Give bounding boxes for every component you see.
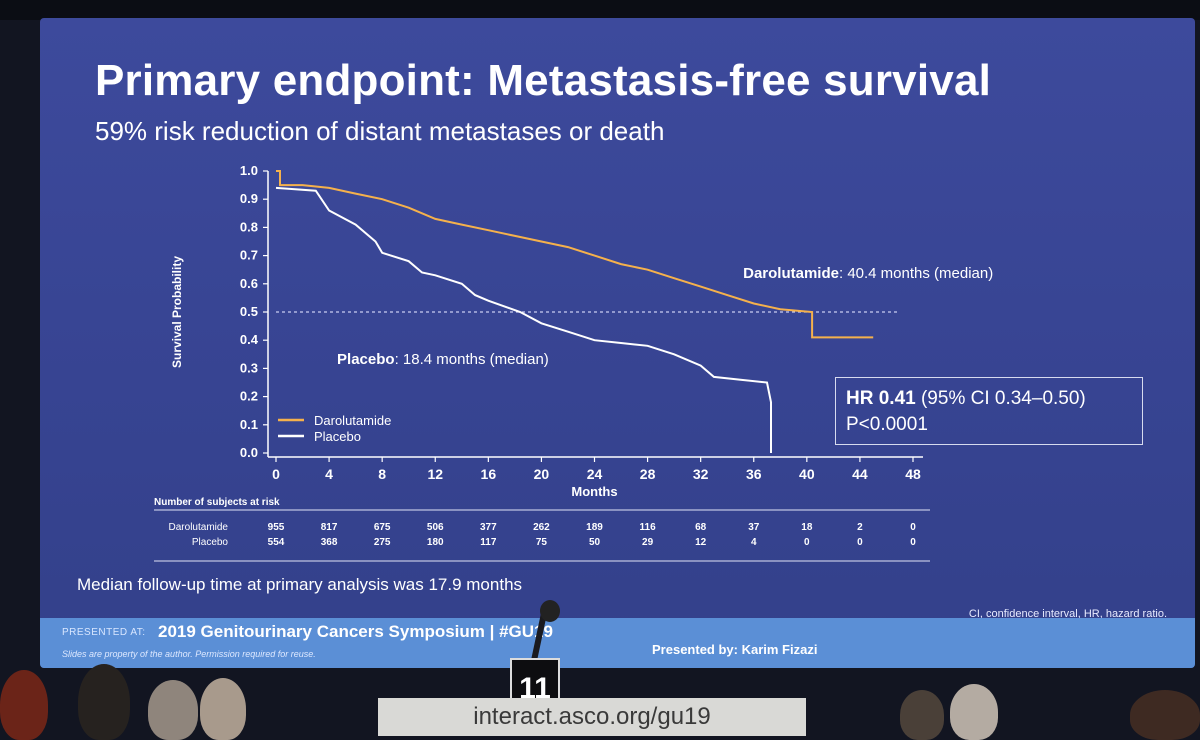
x-tick-label: 4: [325, 466, 333, 482]
risk-table-cell: 275: [374, 537, 391, 548]
url-banner: interact.asco.org/gu19: [378, 698, 806, 736]
x-tick-label: 20: [534, 466, 550, 482]
slide-footer: PRESENTED AT: 2019 Genitourinary Cancers…: [40, 618, 1195, 668]
y-axis-label: Survival Probability: [170, 256, 184, 368]
risk-table-cell: 675: [374, 522, 391, 533]
presented-at-label: PRESENTED AT:: [62, 627, 146, 638]
risk-table-cell: 506: [427, 522, 444, 533]
audience-head: [1130, 690, 1200, 740]
audience-head: [0, 670, 48, 740]
risk-table-cell: 180: [427, 537, 444, 548]
y-tick-label: 0.7: [240, 248, 258, 263]
risk-table-cell: 0: [804, 537, 810, 548]
symposium-name: 2019 Genitourinary Cancers Symposium | #…: [158, 622, 553, 641]
x-tick-label: 48: [905, 466, 921, 482]
y-tick-label: 0.2: [240, 389, 258, 404]
x-tick-label: 16: [481, 466, 497, 482]
placebo-curve: [275, 186, 772, 453]
risk-table-cell: 4: [751, 537, 757, 548]
risk-table-cell: 377: [480, 522, 497, 533]
risk-table-cell: 0: [857, 537, 863, 548]
audience-head: [78, 664, 130, 740]
placebo-median-annotation: Placebo: 18.4 months (median): [337, 351, 549, 368]
risk-table-title: Number of subjects at risk: [154, 497, 280, 508]
risk-table-cell: 189: [586, 522, 603, 533]
hr-pvalue: P<0.0001: [846, 414, 928, 435]
room-ceiling: [0, 0, 1200, 20]
risk-table-cell: 68: [695, 522, 707, 533]
legend-label: Placebo: [314, 429, 361, 444]
annotation-median: : 40.4 months (median): [839, 265, 993, 282]
risk-table-cell: 116: [640, 522, 657, 533]
y-tick-label: 0.9: [240, 191, 258, 206]
y-tick-label: 0.8: [240, 219, 258, 234]
y-tick-label: 0.3: [240, 360, 258, 375]
risk-table-cell: 75: [536, 537, 548, 548]
projection-screen: Primary endpoint: Metastasis-free surviv…: [40, 18, 1195, 668]
x-tick-label: 0: [272, 466, 280, 482]
y-tick-label: 0.0: [240, 445, 258, 460]
followup-note: Median follow-up time at primary analysi…: [77, 575, 523, 594]
audience-head: [950, 684, 998, 740]
abbreviation-note: CI, confidence interval, HR, hazard rati…: [968, 608, 1167, 620]
hr-value: HR 0.41: [846, 388, 916, 409]
y-tick-label: 1.0: [240, 163, 258, 178]
risk-table-cell: 117: [480, 537, 497, 548]
risk-table-cell: 368: [321, 537, 338, 548]
presenter-name: Presented by: Karim Fizazi: [652, 642, 818, 657]
hr-line-1: HR 0.41 (95% CI 0.34–0.50): [846, 386, 1132, 412]
risk-table-cell: 12: [695, 537, 707, 548]
km-survival-chart: 0.00.10.20.30.40.50.60.70.80.91.00 4 8 12 16…: [154, 163, 993, 562]
risk-table-cell: 262: [533, 522, 550, 533]
risk-table-row-label: Darolutamide: [169, 522, 229, 533]
audience-head: [148, 680, 198, 740]
risk-table-cell: 18: [801, 522, 813, 533]
risk-table-cell: 29: [642, 537, 654, 548]
annotation-series-name: Placebo: [337, 351, 395, 368]
risk-table-cell: 0: [910, 537, 916, 548]
x-tick-label: 36: [746, 466, 762, 482]
risk-table-cell: 50: [589, 537, 601, 548]
slide-title: Primary endpoint: Metastasis-free surviv…: [95, 56, 992, 105]
x-tick-label: 44: [852, 466, 868, 482]
darolutamide-median-annotation: Darolutamide: 40.4 months (median): [743, 265, 993, 282]
risk-table-cell: 554: [268, 537, 285, 548]
x-tick-label: 32: [693, 466, 709, 482]
x-tick-label: 28: [640, 466, 656, 482]
risk-table-cell: 37: [748, 522, 760, 533]
slide-subtitle: 59% risk reduction of distant metastases…: [95, 116, 665, 146]
slide-disclaimer: Slides are property of the author. Permi…: [62, 649, 316, 659]
x-tick-label: 24: [587, 466, 603, 482]
annotation-series-name: Darolutamide: [743, 265, 839, 282]
audience-head: [200, 678, 246, 740]
risk-table-cell: 817: [321, 522, 338, 533]
y-tick-label: 0.4: [240, 332, 259, 347]
risk-table-cell: 955: [268, 522, 285, 533]
risk-table-row-label: Placebo: [192, 537, 229, 548]
risk-table-cell: 2: [857, 522, 863, 533]
microphone: [540, 600, 560, 622]
hr-ci: (95% CI 0.34–0.50): [915, 388, 1086, 409]
y-tick-label: 0.5: [240, 304, 258, 319]
risk-table-cell: 0: [910, 522, 916, 533]
x-tick-label: 12: [427, 466, 443, 482]
annotation-median: : 18.4 months (median): [395, 351, 549, 368]
y-tick-label: 0.6: [240, 276, 258, 291]
audience-head: [900, 690, 944, 740]
x-tick-label: 40: [799, 466, 815, 482]
x-axis-label: Months: [571, 484, 617, 499]
darolutamide-curve: [276, 170, 874, 339]
hazard-ratio-box: HR 0.41 (95% CI 0.34–0.50) P<0.0001: [835, 377, 1143, 445]
x-tick-label: 8: [378, 466, 386, 482]
legend-label: Darolutamide: [314, 413, 391, 428]
y-tick-label: 0.1: [240, 417, 258, 432]
